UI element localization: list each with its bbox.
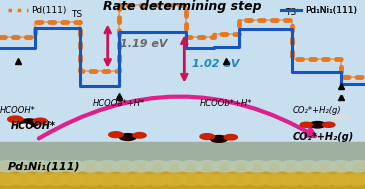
Ellipse shape xyxy=(0,161,19,172)
Ellipse shape xyxy=(12,174,36,185)
Ellipse shape xyxy=(196,174,219,185)
Ellipse shape xyxy=(0,174,19,185)
Text: 1.02 eV: 1.02 eV xyxy=(192,59,239,69)
Ellipse shape xyxy=(229,161,253,172)
Ellipse shape xyxy=(96,174,119,185)
Ellipse shape xyxy=(133,133,146,138)
Ellipse shape xyxy=(162,161,186,172)
Text: 1.19 eV: 1.19 eV xyxy=(120,39,168,49)
Text: TS: TS xyxy=(285,8,296,17)
Ellipse shape xyxy=(279,161,303,172)
Ellipse shape xyxy=(310,122,326,128)
Ellipse shape xyxy=(212,161,236,172)
Ellipse shape xyxy=(12,161,36,172)
Ellipse shape xyxy=(329,161,353,172)
Ellipse shape xyxy=(346,174,365,185)
Ellipse shape xyxy=(129,161,153,172)
Text: TS: TS xyxy=(71,10,82,19)
Text: HCOOb*+H*: HCOOb*+H* xyxy=(200,99,253,108)
Ellipse shape xyxy=(29,161,53,172)
Ellipse shape xyxy=(323,122,335,127)
Ellipse shape xyxy=(146,161,169,172)
Ellipse shape xyxy=(8,116,23,122)
Ellipse shape xyxy=(162,174,186,185)
Ellipse shape xyxy=(129,174,153,185)
Ellipse shape xyxy=(212,174,236,185)
Ellipse shape xyxy=(29,174,53,185)
Ellipse shape xyxy=(79,161,103,172)
Text: HCOOH*: HCOOH* xyxy=(11,121,56,131)
Text: Rate determining step: Rate determining step xyxy=(103,0,262,13)
Ellipse shape xyxy=(33,118,47,124)
Ellipse shape xyxy=(229,174,253,185)
Ellipse shape xyxy=(46,174,69,185)
Ellipse shape xyxy=(196,161,219,172)
Ellipse shape xyxy=(19,119,39,127)
Ellipse shape xyxy=(331,115,340,119)
Ellipse shape xyxy=(96,161,119,172)
Ellipse shape xyxy=(296,161,319,172)
Text: Pd₁Ni₁(111): Pd₁Ni₁(111) xyxy=(7,162,80,172)
Ellipse shape xyxy=(112,174,136,185)
Ellipse shape xyxy=(246,174,269,185)
Ellipse shape xyxy=(109,132,123,138)
Ellipse shape xyxy=(224,135,237,140)
Ellipse shape xyxy=(179,161,203,172)
Ellipse shape xyxy=(19,124,31,129)
Ellipse shape xyxy=(339,115,348,119)
Ellipse shape xyxy=(146,174,169,185)
Bar xyxy=(0,142,365,163)
Ellipse shape xyxy=(329,174,353,185)
Ellipse shape xyxy=(262,161,286,172)
Ellipse shape xyxy=(246,161,269,172)
Ellipse shape xyxy=(46,161,69,172)
Ellipse shape xyxy=(312,161,336,172)
Ellipse shape xyxy=(300,122,312,127)
Ellipse shape xyxy=(262,174,286,185)
Ellipse shape xyxy=(296,174,319,185)
Bar xyxy=(0,159,365,189)
Ellipse shape xyxy=(62,174,86,185)
Legend: Pd₁Ni₁(111): Pd₁Ni₁(111) xyxy=(278,2,361,19)
Ellipse shape xyxy=(79,174,103,185)
Ellipse shape xyxy=(200,134,214,139)
Ellipse shape xyxy=(346,161,365,172)
Ellipse shape xyxy=(211,136,227,142)
Text: CO₂*+H₂(g): CO₂*+H₂(g) xyxy=(293,106,341,115)
Ellipse shape xyxy=(279,174,303,185)
Text: HCOOa*+H*: HCOOa*+H* xyxy=(92,99,145,108)
Text: CO₂*+H₂(g): CO₂*+H₂(g) xyxy=(293,132,354,142)
Ellipse shape xyxy=(62,161,86,172)
Ellipse shape xyxy=(312,174,336,185)
Ellipse shape xyxy=(112,161,136,172)
Ellipse shape xyxy=(179,174,203,185)
Ellipse shape xyxy=(119,134,136,140)
Text: HCOOH*: HCOOH* xyxy=(0,106,35,115)
